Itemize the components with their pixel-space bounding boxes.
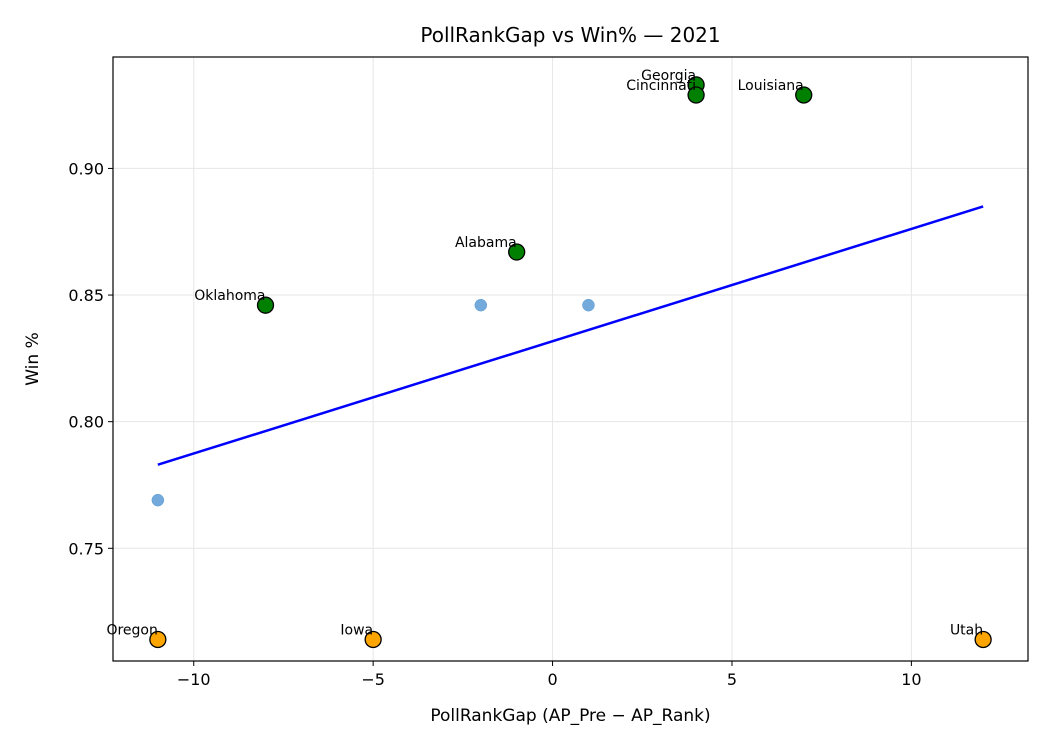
- underperformers-data-point: [974, 630, 992, 649]
- underperformers-data-point: [364, 630, 382, 649]
- data-point-label: Louisiana: [738, 78, 804, 94]
- trendline-layer: [157, 205, 984, 466]
- data-point-label: Utah: [950, 622, 983, 638]
- overperformers-data-point: [256, 296, 275, 314]
- y-axis-label: Win %: [23, 332, 43, 386]
- data-point-label: Georgia: [641, 68, 696, 84]
- data-point-label: Iowa: [340, 622, 373, 638]
- overperformers-data-point: [508, 243, 526, 261]
- x-tick-label: 10: [901, 670, 921, 689]
- points-layer: [149, 76, 992, 649]
- x-tick-label: 0: [547, 670, 557, 689]
- background-data-point: [582, 298, 595, 312]
- x-axis-label: PollRankGap (AP_Pre − AP_Rank): [430, 706, 710, 726]
- overperformers-data-point: [795, 86, 813, 104]
- x-tick-label: 5: [727, 670, 737, 689]
- data-point-label: Alabama: [455, 235, 517, 251]
- background-data-point: [151, 493, 165, 507]
- overperformers-data-point: [687, 86, 705, 104]
- y-tick-label: 0.90: [68, 159, 104, 178]
- x-tick-label: −10: [177, 670, 211, 689]
- underperformers-data-point: [149, 630, 167, 649]
- y-tick-label: 0.85: [68, 286, 104, 305]
- ticks-layer: −10 −5 0 5 10 0.75 0.80 0.85 0.90: [68, 159, 921, 689]
- data-point-label: Oklahoma: [194, 288, 265, 304]
- chart-title: PollRankGap vs Win% — 2021: [420, 23, 720, 47]
- plot-frame: [112, 56, 1029, 662]
- y-tick-label: 0.80: [68, 413, 104, 432]
- x-tick-label: −5: [361, 670, 385, 689]
- grid-layer: [113, 57, 1028, 661]
- background-data-point: [474, 298, 488, 312]
- data-point-label: Cincinnati: [626, 78, 696, 94]
- data-point-label: Oregon: [106, 622, 157, 638]
- y-tick-label: 0.75: [68, 539, 104, 558]
- trendline: [157, 205, 984, 466]
